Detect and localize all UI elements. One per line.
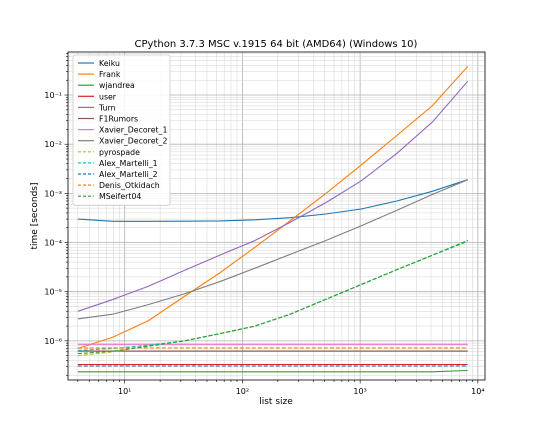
x-tick-label: 10³ <box>353 387 366 396</box>
series-layer <box>77 66 469 373</box>
legend-label: Denis_Otkidach <box>99 181 160 190</box>
axis-ticks: 10¹ 10² 10³ 10⁴ 10⁻⁶ 10⁻⁵ 10⁻⁴ 10⁻³ 10⁻² 10⁻¹ <box>44 53 485 396</box>
legend-label: Turn <box>98 103 116 112</box>
legend-label: Xavier_Decoret_2 <box>99 137 167 146</box>
x-tick-label: 10⁴ <box>471 387 484 396</box>
series-line-pyrospade <box>77 239 468 357</box>
plot-frame <box>67 51 486 381</box>
y-tick-label: 10⁻³ <box>44 189 62 198</box>
legend-label: Frank <box>99 70 121 79</box>
legend-label: Alex_Martelli_2 <box>99 170 158 179</box>
y-tick-label: 10⁻⁶ <box>44 337 62 346</box>
legend-label: Alex_Martelli_1 <box>99 159 158 168</box>
x-tick-label: 10² <box>236 387 249 396</box>
chart-title: CPython 3.7.3 MSC v.1915 64 bit (AMD64) … <box>135 39 418 50</box>
legend-label: Xavier_Decoret_1 <box>99 126 167 135</box>
legend-label: pyrospade <box>99 148 140 157</box>
y-tick-label: 10⁻¹ <box>44 91 62 100</box>
legend-label: Keiku <box>99 59 120 68</box>
series-line-frank <box>77 66 469 350</box>
series-line-alex-martelli-1 <box>77 240 468 351</box>
series-line-keiku <box>77 179 468 222</box>
y-tick-label: 10⁻⁵ <box>44 288 62 297</box>
x-axis-label: list size <box>259 397 293 407</box>
series-line-xavier-decoret-2 <box>77 179 468 320</box>
x-tick-label: 10¹ <box>118 387 131 396</box>
legend-label: wjandrea <box>99 81 135 90</box>
legend-label: MSeifert04 <box>99 192 141 201</box>
series-line-turn <box>77 80 469 312</box>
y-axis-label: time [seconds] <box>30 182 40 249</box>
legend-label: user <box>99 92 117 101</box>
legend: Keiku Frank wjandrea user Turn F1Rumors Xavier… <box>72 54 171 206</box>
y-tick-label: 10⁻² <box>44 140 62 149</box>
legend-box <box>72 54 171 206</box>
series-line-wjandrea <box>77 369 468 373</box>
series-line-mseifert04 <box>77 239 468 355</box>
legend-label: F1Rumors <box>99 115 138 124</box>
y-tick-label: 10⁻⁴ <box>44 239 62 248</box>
